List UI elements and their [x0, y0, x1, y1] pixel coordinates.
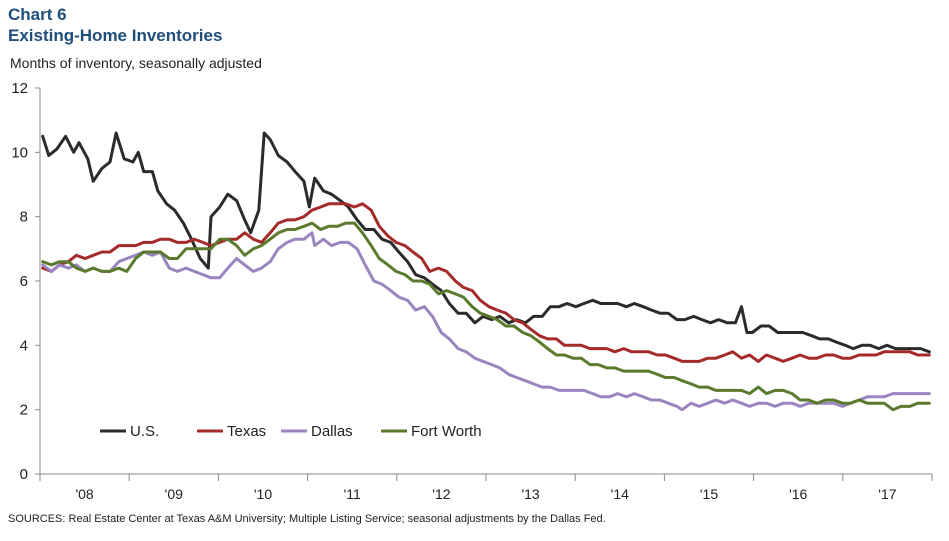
x-tick-label: '13 — [521, 486, 539, 502]
chart-title: Existing-Home Inventories — [8, 26, 223, 45]
x-tick-label: '12 — [432, 486, 450, 502]
legend-label-fort-worth: Fort Worth — [411, 423, 482, 440]
source-note: SOURCES: Real Estate Center at Texas A&M… — [8, 513, 606, 525]
x-tick-label: '14 — [611, 486, 629, 502]
series-line-texas — [41, 202, 931, 363]
series-line-fort-worth — [41, 221, 931, 412]
x-tick-label: '16 — [789, 486, 807, 502]
x-tick-label: '11 — [344, 486, 361, 502]
x-tick-label: '17 — [878, 486, 896, 502]
legend-label-u-s: U.S. — [130, 423, 159, 440]
x-tick-label: '08 — [75, 486, 93, 502]
series-line-dallas — [41, 231, 931, 412]
legend-label-dallas: Dallas — [311, 423, 353, 440]
y-axis-unit-label: Months of inventory, seasonally adjusted — [10, 55, 262, 71]
y-tick-label: 8 — [20, 209, 28, 226]
y-tick-label: 0 — [20, 466, 28, 483]
y-tick-label: 12 — [11, 80, 28, 97]
y-tick-label: 10 — [11, 144, 28, 161]
y-tick-label: 2 — [20, 402, 28, 419]
legend-label-texas: Texas — [227, 423, 266, 440]
x-tick-label: '15 — [700, 486, 718, 502]
series-line-u-s — [41, 131, 931, 354]
y-tick-label: 4 — [20, 337, 28, 354]
x-tick-label: '10 — [254, 486, 272, 502]
y-tick-label: 6 — [20, 273, 28, 290]
chart-number: Chart 6 — [8, 5, 67, 24]
x-tick-label: '09 — [165, 486, 183, 502]
